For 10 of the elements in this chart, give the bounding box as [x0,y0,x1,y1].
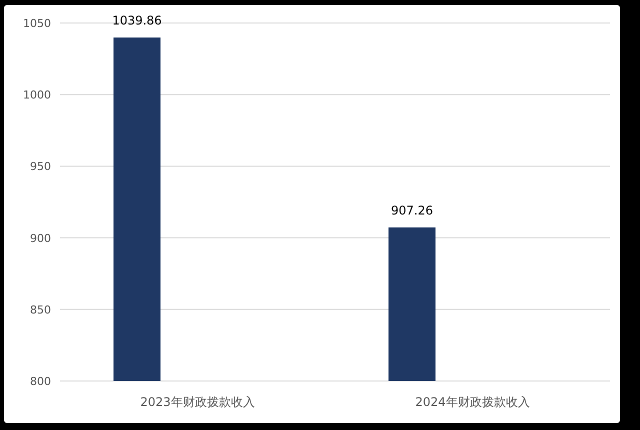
y-tick-label: 1050 [23,17,51,30]
data-label: 1039.86 [112,14,162,28]
x-tick-label: 2023年财政拨款收入 [140,395,255,409]
y-tick-label: 1000 [23,88,51,102]
data-label: 907.26 [391,203,433,218]
y-tick-label: 900 [30,232,51,245]
y-tick-label: 850 [30,303,51,316]
y-tick-label: 800 [30,375,51,388]
x-tick-label: 2024年财政拨款收入 [415,395,530,409]
y-tick-label: 950 [30,160,51,174]
